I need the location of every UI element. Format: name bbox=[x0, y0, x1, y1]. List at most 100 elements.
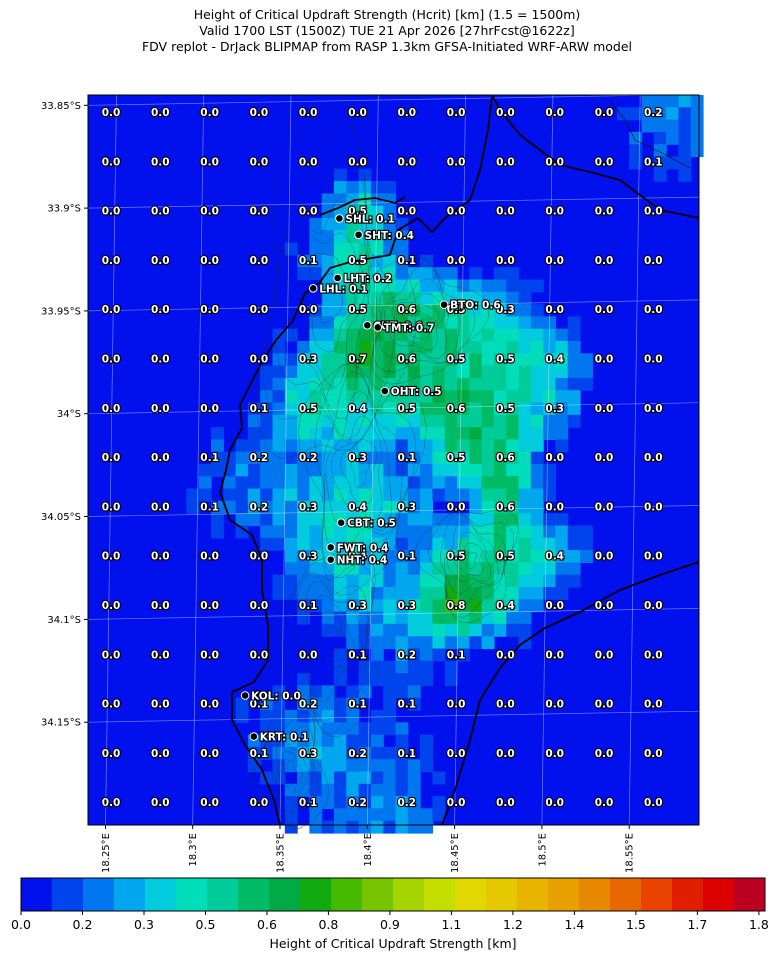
heatmap-cell bbox=[284, 377, 298, 391]
heatmap-cell bbox=[370, 599, 384, 613]
heatmap-cell bbox=[247, 488, 261, 502]
heatmap-cell bbox=[383, 550, 397, 563]
site-marker bbox=[335, 214, 344, 223]
colorbar-tick-label: 0.5 bbox=[196, 917, 216, 932]
terrain-contour bbox=[303, 581, 363, 702]
heatmap-cell bbox=[272, 402, 286, 416]
heatmap-cell bbox=[457, 402, 470, 416]
heatmap-cell bbox=[530, 390, 544, 404]
heatmap-cell bbox=[272, 574, 286, 588]
colorbar-segment bbox=[424, 878, 456, 911]
heatmap-cell bbox=[334, 722, 347, 736]
heatmap-cell bbox=[543, 427, 556, 440]
terrain-contour bbox=[373, 257, 476, 372]
heatmap-cell bbox=[346, 341, 360, 354]
cell-value-label: 0.0 bbox=[151, 304, 170, 316]
terrain-contour bbox=[340, 438, 377, 505]
heatmap-cell bbox=[309, 230, 323, 244]
heatmap-cell bbox=[297, 710, 310, 723]
heatmap-cell bbox=[297, 722, 310, 736]
heatmap-cell bbox=[493, 599, 507, 613]
heatmap-cell bbox=[395, 341, 409, 354]
heatmap-cell bbox=[358, 328, 372, 342]
site-marker bbox=[363, 321, 372, 330]
site-marker bbox=[336, 518, 346, 528]
heatmap-cell bbox=[370, 759, 384, 773]
heatmap-cell bbox=[678, 119, 692, 133]
heatmap-cell bbox=[334, 390, 347, 404]
y-tick-label: 34.05°S bbox=[41, 512, 81, 523]
cell-value-label: 0.0 bbox=[102, 403, 121, 415]
heatmap-cell bbox=[530, 341, 544, 354]
heatmap-cell bbox=[297, 525, 310, 539]
cell-value-label: 0.0 bbox=[102, 107, 121, 119]
site-label: BTO: 0.6 bbox=[450, 300, 501, 312]
heatmap-cell bbox=[518, 525, 532, 539]
heatmap-cell bbox=[383, 218, 397, 231]
cell-value-label: 0.3 bbox=[299, 551, 318, 563]
heatmap-cell bbox=[457, 562, 470, 576]
terrain-contour bbox=[275, 153, 377, 441]
heatmap-cell bbox=[543, 353, 556, 367]
cell-value-label: 0.0 bbox=[644, 797, 663, 809]
heatmap-cell bbox=[678, 144, 692, 158]
terrain-contour bbox=[270, 735, 313, 814]
cell-value-label: 0.0 bbox=[545, 107, 564, 119]
heatmap-cell bbox=[481, 464, 495, 477]
heatmap-cell bbox=[518, 476, 532, 490]
heatmap-cell bbox=[358, 673, 372, 686]
heatmap-cell bbox=[444, 390, 458, 404]
heatmap-cell bbox=[272, 488, 286, 502]
heatmap-cell bbox=[297, 377, 310, 391]
heatmap-cell bbox=[518, 377, 532, 391]
heatmap-cell bbox=[346, 500, 360, 514]
heatmap-cell bbox=[334, 734, 347, 748]
heatmap-cell bbox=[370, 660, 384, 674]
heatmap-cell bbox=[506, 562, 520, 576]
heatmap-cell bbox=[493, 304, 507, 317]
heatmap-cell bbox=[469, 488, 483, 502]
heatmap-cell bbox=[223, 488, 237, 502]
heatmap-cell bbox=[432, 488, 446, 502]
heatmap-cell bbox=[358, 242, 372, 256]
cell-value-label: 0.3 bbox=[299, 748, 318, 760]
cell-value-label: 0.0 bbox=[299, 107, 318, 119]
heatmap-cell bbox=[420, 500, 433, 514]
terrain-contour bbox=[278, 751, 303, 787]
heatmap-cell bbox=[321, 599, 335, 613]
heatmap-cell bbox=[678, 131, 692, 145]
heatmap-cell bbox=[247, 476, 261, 490]
cell-value-label: 0.0 bbox=[102, 501, 121, 513]
x-tick-label: 18.55°E bbox=[625, 833, 636, 873]
heatmap-cell bbox=[321, 611, 335, 625]
heatmap-cell bbox=[543, 390, 556, 404]
heatmap-cell bbox=[678, 156, 692, 170]
heatmap-cell bbox=[555, 439, 569, 453]
heatmap-cell bbox=[420, 464, 433, 477]
x-tick-label: 18.45°E bbox=[450, 833, 461, 873]
cell-value-label: 0.1 bbox=[397, 255, 416, 267]
heatmap-cell bbox=[420, 488, 433, 502]
heatmap-cell bbox=[297, 365, 310, 379]
heatmap-cell bbox=[518, 439, 532, 453]
heatmap-cell bbox=[284, 353, 298, 367]
cell-value-label: 0.0 bbox=[102, 354, 121, 366]
heatmap-cell bbox=[309, 513, 323, 527]
heatmap-cell bbox=[346, 820, 360, 834]
cell-value-label: 0.2 bbox=[299, 452, 318, 464]
heatmap-cell bbox=[457, 353, 470, 367]
heatmap-cell bbox=[370, 476, 384, 490]
heatmap-cell bbox=[321, 279, 335, 293]
site-label: LHL: 0.1 bbox=[319, 283, 368, 295]
heatmap-cell bbox=[493, 451, 507, 465]
heatmap-cell bbox=[555, 427, 569, 440]
cell-value-label: 0.0 bbox=[151, 107, 170, 119]
heatmap-cell bbox=[284, 365, 298, 379]
heatmap-cell bbox=[432, 623, 446, 637]
heatmap-cell bbox=[580, 525, 593, 539]
heatmap-cell bbox=[297, 464, 310, 477]
heatmap-cell bbox=[420, 414, 433, 428]
heatmap-cell bbox=[432, 439, 446, 453]
heatmap-cell bbox=[407, 451, 421, 465]
cell-value-label: 0.0 bbox=[595, 452, 614, 464]
